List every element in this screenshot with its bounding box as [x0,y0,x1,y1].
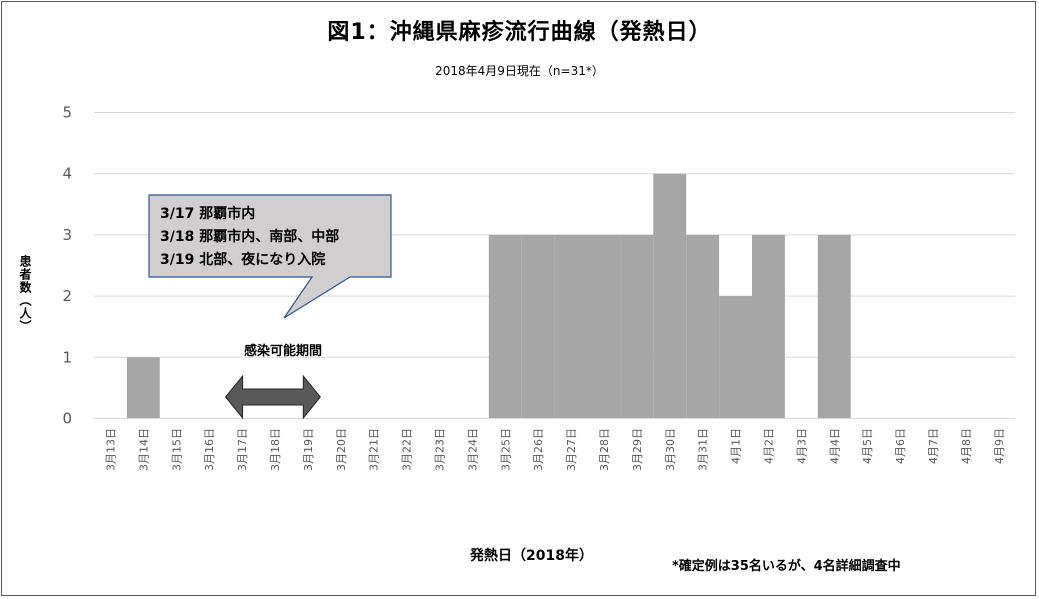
infection-period-arrow [224,374,321,420]
annotation-text: 3/19 北部、夜になり入院 [160,251,325,268]
x-tick-label: 3月21日 [368,428,381,471]
x-tick-label: 4月6日 [894,428,907,464]
y-tick-label: 1 [62,348,72,366]
y-tick-label: 0 [62,410,72,428]
x-tick-label: 3月28日 [598,428,611,471]
chart-title: 図1：沖縄県麻疹流行曲線（発熱日） [327,20,712,45]
bar [587,234,621,419]
annotation-callout [148,194,392,319]
x-tick-label: 3月22日 [401,428,414,471]
x-tick-label: 4月1日 [730,428,743,464]
bar [488,234,522,419]
annotation-text: 3/17 那覇市内 [160,205,255,222]
x-tick-label: 3月26日 [532,428,545,471]
bar [554,234,588,419]
bar [817,234,851,419]
bar [126,357,160,419]
infection-period-label: 感染可能期間 [244,343,322,359]
x-tick-label: 3月29日 [631,428,644,471]
x-tick-label: 3月25日 [499,428,512,471]
x-tick-label: 4月5日 [861,428,874,464]
x-tick-label: 3月23日 [433,428,446,471]
bar [686,234,720,419]
x-axis-label: 発熱日（2018年） [470,548,593,564]
x-tick-label: 3月18日 [269,428,282,471]
chart-subtitle: 2018年4月9日現在（n=31*） [435,64,604,78]
x-tick-label: 4月7日 [927,428,940,464]
annotation-text: 3/18 那覇市内、南部、中部 [160,228,339,245]
x-tick-label: 4月9日 [993,428,1006,464]
footnote: *確定例は35名いるが、4名詳細調査中 [672,559,901,574]
bar [620,234,654,419]
x-tick-label: 3月15日 [170,428,183,471]
x-tick-label: 3月27日 [565,428,578,471]
x-tick-label: 3月31日 [697,428,710,471]
y-tick-label: 5 [62,104,72,122]
bar [719,296,752,419]
y-axis-label: 患者数（人） [18,255,32,333]
x-tick-label: 3月14日 [137,428,150,471]
x-tick-label: 3月13日 [104,428,117,471]
y-tick-label: 2 [62,287,72,305]
y-tick-label: 4 [62,165,72,183]
bar [653,173,687,419]
bar [752,234,785,419]
x-tick-label: 3月16日 [203,428,216,471]
bar [521,234,555,419]
x-tick-label: 3月30日 [664,428,677,471]
x-tick-label: 3月17日 [236,428,249,471]
x-tick-label: 4月8日 [960,428,973,464]
x-tick-label: 4月3日 [795,428,808,464]
x-tick-label: 4月2日 [762,428,775,464]
x-tick-label: 4月4日 [828,428,841,464]
x-tick-label: 3月20日 [335,428,348,471]
x-tick-label: 3月19日 [302,428,315,471]
x-tick-label: 3月24日 [466,428,479,471]
y-tick-label: 3 [62,226,72,244]
